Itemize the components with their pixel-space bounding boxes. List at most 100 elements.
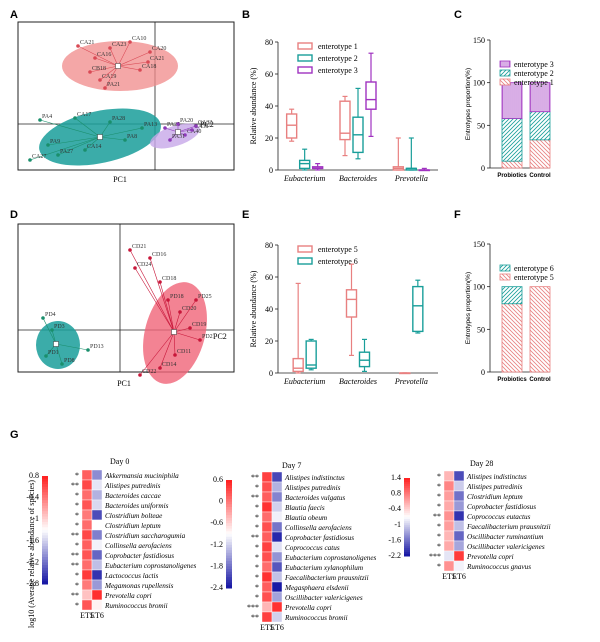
sample-label: PD1 [48, 350, 59, 356]
species-label: Blautia faecis [285, 504, 325, 512]
species-label: Alistipes putredinis [466, 483, 523, 491]
sample-point [50, 328, 54, 332]
bar-segment [529, 286, 551, 373]
sample-label: CD14 [162, 362, 176, 368]
heatmap-cell [91, 549, 103, 561]
sample-label: CD18 [162, 276, 176, 282]
heatmap-cell [271, 551, 283, 563]
heatmap-cell [453, 550, 465, 562]
sample-point [103, 86, 107, 90]
colorbar-step [404, 538, 410, 541]
colorbar-step [226, 509, 232, 513]
colorbar-tick-label: -2.2 [388, 551, 401, 560]
heatmap-title: Day 28 [470, 459, 493, 468]
significance-mark: * [437, 502, 441, 511]
colorbar-step [404, 499, 410, 502]
y-axis-label: Entrotypes proportion(%) [465, 272, 472, 344]
sample-point [188, 326, 192, 330]
spoke-line [159, 281, 175, 333]
species-label: Megamonas rupellensis [104, 582, 174, 590]
sample-point [28, 158, 32, 162]
sample-label: CA21 [150, 56, 164, 62]
colorbar-tick-label: -1 [394, 520, 401, 529]
heatmap-cell [443, 520, 455, 532]
legend-label: enterotype 1 [318, 42, 358, 51]
colorbar-step [226, 493, 232, 497]
colorbar-step [226, 542, 232, 546]
column-label: ET5 [260, 623, 274, 632]
species-label: Bacteroides caccae [105, 492, 162, 500]
colorbar-step [404, 493, 410, 497]
y-axis-label: Relative abundance (%) [249, 67, 258, 144]
sample-point [128, 248, 132, 252]
heatmap-cell [91, 569, 103, 581]
colorbar-step [226, 582, 232, 586]
species-label: Alistipes putredinis [104, 482, 161, 490]
sample-label: PA31 [172, 134, 185, 140]
colorbar-step [42, 543, 48, 547]
colorbar-tick-label: -1.2 [210, 540, 223, 549]
significance-mark: ** [71, 591, 79, 600]
colorbar-step [404, 483, 410, 487]
spoke-line [89, 65, 119, 73]
sample-point [60, 362, 64, 366]
colorbar-step [226, 480, 232, 484]
heatmap-cell [91, 469, 103, 481]
heatmap-title: Day 0 [110, 457, 129, 466]
heatmaps-g: log10 (Average relative abundance of spe… [26, 457, 550, 632]
colorbar-step [226, 515, 232, 519]
colorbar-step [226, 488, 232, 492]
colorbar-tick-label: 0.8 [391, 489, 401, 498]
heatmap-cell [261, 591, 273, 603]
colorbar-step [404, 536, 410, 539]
species-label: Clostridium leptum [467, 493, 523, 501]
centroid-1 [115, 63, 121, 69]
heatmap-cell [271, 521, 283, 533]
colorbar-step [404, 489, 410, 493]
panel-letter-a: A [10, 9, 18, 21]
heatmap-cell [443, 560, 455, 572]
y-tick-label: 0 [481, 164, 485, 173]
heatmap-cell [91, 589, 103, 601]
sample-point [138, 68, 142, 72]
spoke-line [129, 249, 175, 333]
colorbar-tick-label: 0.6 [213, 475, 223, 484]
box [358, 351, 371, 368]
y-tick-label: 80 [265, 38, 273, 47]
colorbar-step [404, 520, 410, 524]
spoke-line [139, 331, 175, 376]
heatmap-cell [81, 559, 93, 571]
pca-a-frame [17, 21, 235, 171]
y-tick-label: 0 [481, 368, 485, 377]
legend-swatch [499, 60, 511, 68]
box [412, 285, 424, 333]
sample-label: PA28 [112, 116, 125, 122]
panel-letter-b: B [242, 9, 250, 21]
colorbar-step [42, 530, 48, 534]
heatmap-cell [91, 499, 103, 511]
sample-point [123, 138, 127, 142]
colorbar-tick-label: -0.4 [26, 493, 39, 502]
colorbar-step [42, 570, 48, 574]
significance-mark: * [437, 542, 441, 551]
sample-point [93, 56, 97, 60]
colorbar-step [226, 585, 232, 589]
colorbar-step [404, 554, 410, 557]
y-tick-label: 50 [477, 325, 485, 334]
heatmap-cell [261, 611, 273, 623]
colorbar-step [42, 575, 48, 580]
significance-mark: ** [71, 481, 79, 490]
colorbar-tick-label: 1.4 [391, 473, 401, 482]
colorbar-step [42, 524, 48, 528]
heatmap-cell [271, 531, 283, 543]
panel-letter-f: F [454, 209, 461, 221]
bar-segment [501, 82, 523, 119]
species-label: Prevotella copri [104, 592, 152, 600]
significance-mark: * [437, 492, 441, 501]
sample-point [190, 128, 194, 132]
legend-label: enterotype 6 [514, 264, 554, 273]
bar-segment [529, 111, 551, 141]
colorbar-step [404, 491, 410, 495]
y-tick-label: 20 [265, 134, 273, 143]
colorbar-step [42, 476, 48, 480]
